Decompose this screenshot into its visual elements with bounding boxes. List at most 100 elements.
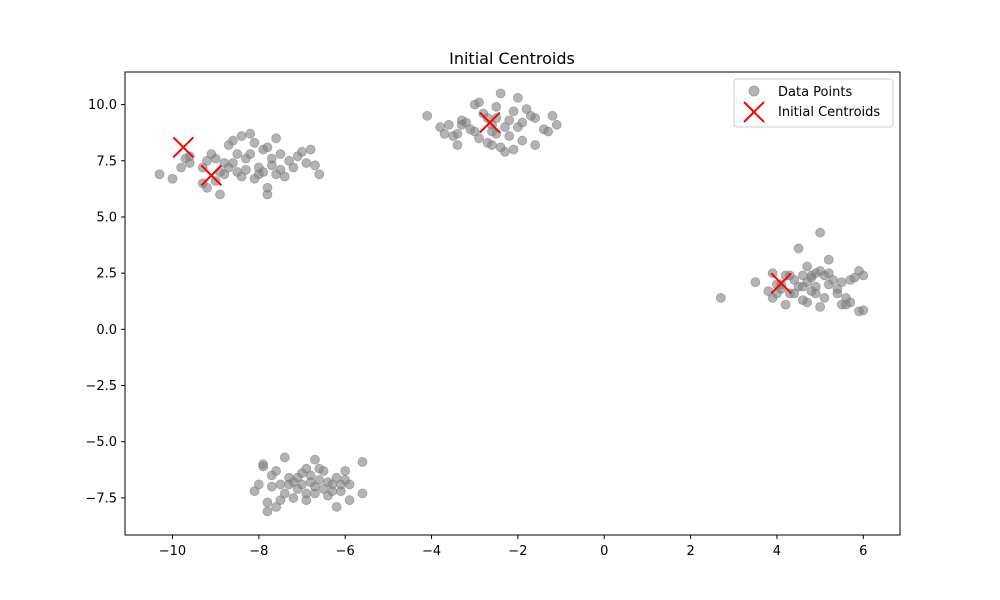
x-tick-label: −2 (508, 544, 527, 559)
data-point (340, 475, 351, 485)
data-point (305, 470, 316, 481)
data-point (841, 299, 851, 310)
legend: Data Points Initial Centroids (733, 78, 894, 128)
data-point (543, 126, 554, 137)
data-point (491, 101, 502, 112)
data-point (232, 149, 243, 159)
y-tick-label: 5.0 (96, 210, 117, 225)
data-point (715, 292, 726, 303)
data-point (547, 110, 558, 121)
y-tick-label: 0.0 (96, 323, 117, 338)
data-point (323, 477, 333, 488)
data-point (301, 158, 312, 168)
data-point (228, 158, 238, 168)
data-point (331, 502, 342, 512)
data-point (176, 162, 187, 173)
data-point (832, 288, 843, 299)
data-point (271, 466, 282, 476)
data-point (262, 189, 273, 200)
data-point (327, 486, 338, 497)
data-point (551, 119, 562, 130)
data-point (504, 115, 515, 126)
data-point (228, 135, 238, 146)
centroids-layer (172, 111, 792, 294)
legend-initial-centroids-marker (743, 101, 765, 123)
data-point (452, 140, 463, 150)
data-point (344, 495, 355, 506)
data-point (215, 189, 225, 200)
centroid-marker (200, 164, 223, 187)
data-point (858, 305, 869, 316)
data-point (279, 452, 290, 463)
data-point (802, 297, 813, 308)
data-point (780, 299, 791, 310)
data-point (508, 144, 519, 155)
data-point (310, 160, 320, 171)
data-point (245, 128, 256, 139)
centroid-marker (479, 111, 501, 134)
plot-area-frame (124, 71, 901, 536)
x-tick-label: −6 (336, 544, 355, 559)
data-point (219, 158, 230, 168)
data-point (301, 488, 312, 499)
data-point (266, 153, 277, 164)
data-point (504, 131, 515, 141)
data-point (836, 277, 847, 288)
data-point (474, 97, 484, 108)
data-point (202, 182, 212, 193)
data-point (750, 277, 761, 288)
data-point (512, 92, 523, 103)
data-point (767, 268, 778, 279)
data-point (245, 149, 256, 159)
data-point (512, 122, 523, 132)
x-tick-label: 2 (686, 544, 694, 559)
data-point (258, 459, 269, 470)
data-point (530, 140, 541, 150)
y-tick-label: 2.5 (96, 267, 117, 282)
data-point (314, 463, 325, 474)
data-point (297, 146, 307, 157)
data-point (469, 126, 480, 137)
data-point (806, 270, 817, 281)
x-tick-label: 0 (600, 544, 608, 559)
data-point (258, 167, 269, 177)
legend-label-data-points: Data Points (778, 85, 852, 100)
data-point (210, 153, 221, 164)
y-tick-label: −2.5 (85, 379, 117, 394)
x-tick-label: −4 (422, 544, 441, 559)
data-point (271, 133, 282, 144)
data-point (823, 268, 834, 279)
data-point (262, 497, 273, 508)
data-point (357, 457, 368, 467)
data-point (815, 301, 826, 312)
data-point (262, 142, 273, 153)
data-point (789, 288, 800, 299)
legend-label-initial-centroids: Initial Centroids (778, 105, 880, 120)
data-point (240, 164, 251, 175)
data-point (858, 270, 869, 281)
data-point (266, 481, 277, 492)
data-point (236, 131, 247, 141)
data-point (167, 173, 178, 184)
data-point (797, 281, 808, 292)
x-tick-label: −8 (249, 544, 268, 559)
x-tick-label: 6 (859, 544, 867, 559)
data-point (310, 454, 320, 465)
data-point (819, 292, 830, 303)
data-point (184, 158, 195, 168)
data-point (823, 254, 834, 265)
data-point (456, 119, 467, 130)
legend-data-points-marker (748, 85, 760, 97)
centroid-marker (770, 272, 792, 294)
data-point (810, 288, 821, 299)
data-point (443, 119, 454, 130)
data-point (275, 479, 286, 490)
data-point (487, 140, 497, 150)
data-point (305, 144, 316, 155)
data-point (439, 128, 450, 139)
x-axis: −10 −8 −6 −4 −2 0 2 4 6 (159, 535, 867, 559)
data-point (793, 243, 804, 254)
data-point (314, 169, 325, 180)
data-point (452, 128, 463, 139)
